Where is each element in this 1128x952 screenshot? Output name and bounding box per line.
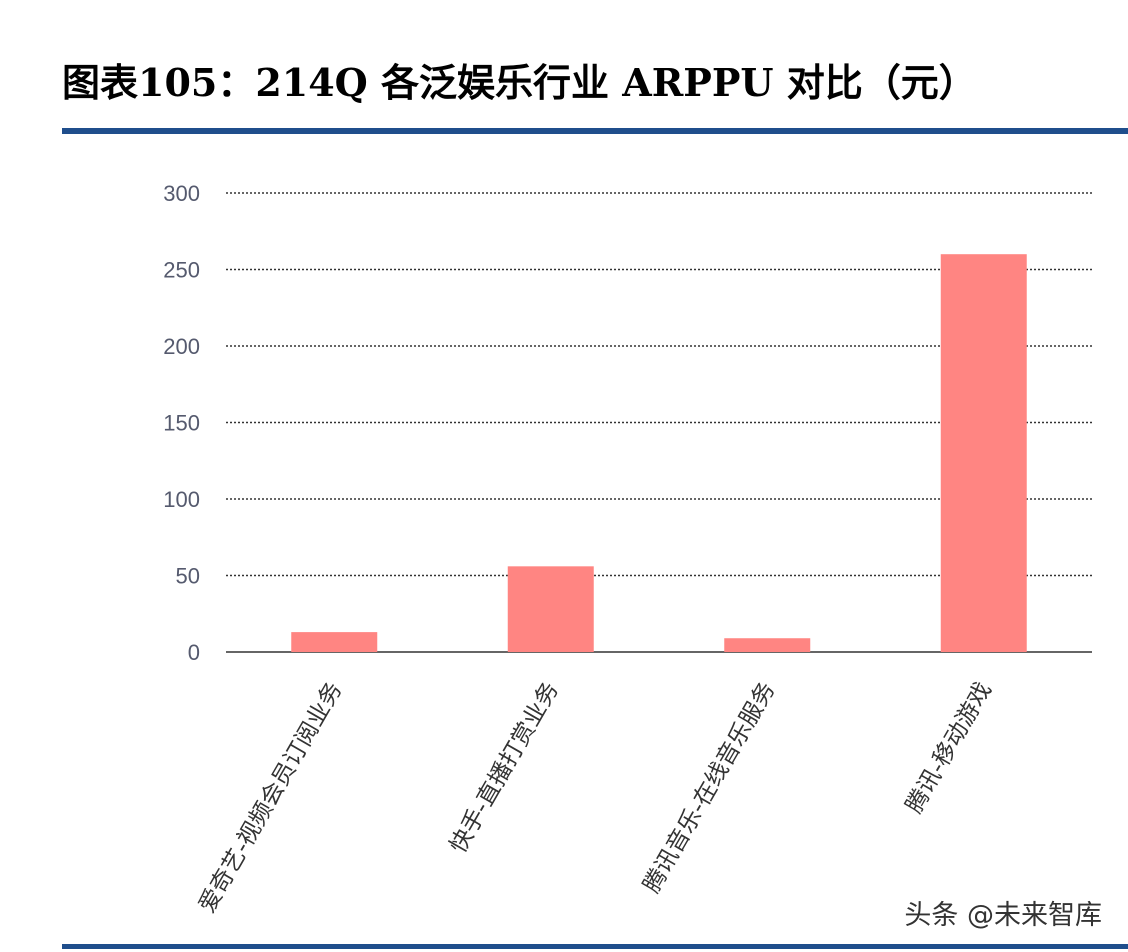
- y-tick-label: 50: [176, 564, 200, 589]
- y-tick-label: 0: [188, 640, 200, 665]
- x-category-label: 腾讯-移动游戏: [901, 678, 997, 818]
- bottom-rule: [62, 944, 1128, 949]
- y-tick-label: 100: [163, 487, 200, 512]
- chart-title: 图表105：214Q 各泛娱乐行业 ARPPU 对比（元）: [62, 60, 977, 105]
- y-tick-label: 200: [163, 334, 200, 359]
- bar: [507, 566, 594, 652]
- watermark: 头条 @未来智库: [904, 900, 1102, 931]
- bar: [291, 632, 378, 652]
- x-category-label: 腾讯音乐-在线音乐服务: [639, 678, 781, 897]
- y-tick-label: 300: [163, 181, 200, 206]
- top-rule: [62, 128, 1128, 134]
- x-category-label: 爱奇艺-视频会员订阅业务: [194, 678, 347, 917]
- x-category-label: 快手-直播打赏业务: [445, 678, 564, 858]
- bar: [724, 638, 811, 652]
- bar: [940, 254, 1027, 652]
- y-tick-label: 150: [163, 411, 200, 436]
- y-tick-label: 250: [163, 258, 200, 283]
